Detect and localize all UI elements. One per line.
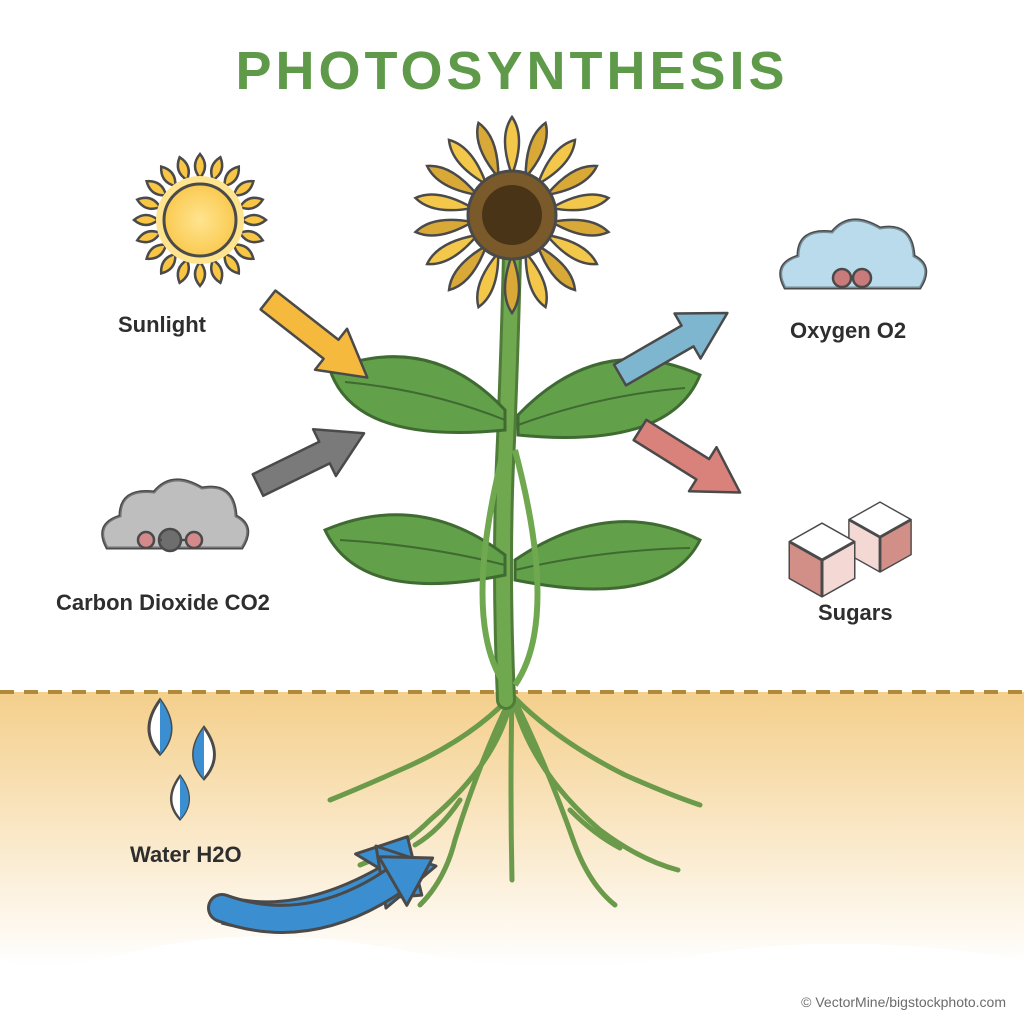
illustration (0, 0, 1024, 1024)
sunflower (414, 117, 609, 313)
label-water: Water H2O (130, 842, 242, 868)
label-co2: Carbon Dioxide CO2 (56, 590, 270, 616)
sun-icon (134, 154, 266, 286)
plant-stem (503, 255, 512, 700)
label-sunlight: Sunlight (118, 312, 206, 338)
diagram-stage: PHOTOSYNTHESIS (0, 0, 1024, 1024)
label-oxygen: Oxygen O2 (790, 318, 906, 344)
co2-cloud-icon (103, 480, 248, 551)
credit-text: © VectorMine/bigstockphoto.com (801, 994, 1006, 1010)
oxygen-cloud-icon (781, 220, 926, 288)
label-sugars: Sugars (818, 600, 893, 626)
sugar-cubes-icon (790, 503, 910, 596)
